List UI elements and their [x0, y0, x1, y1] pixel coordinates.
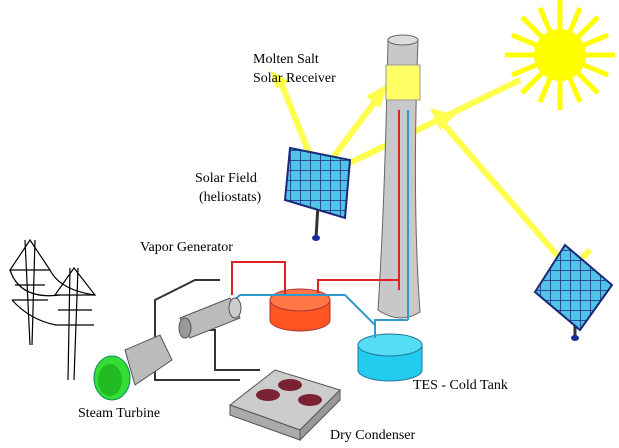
label: Molten Salt [253, 52, 319, 67]
heliostat [283, 146, 352, 241]
cold-tank [357, 333, 423, 382]
label: (heliostats) [199, 190, 262, 205]
sun [505, 0, 615, 110]
dry-condenser [228, 369, 341, 442]
power-pylons [8, 238, 97, 381]
heliostat [533, 243, 614, 341]
label: TES - Cold Tank [413, 378, 508, 393]
label: Dry Condenser [330, 428, 415, 443]
steam-turbine [93, 334, 173, 401]
tower [377, 34, 421, 320]
label: Solar Field [195, 171, 257, 186]
label: Vapor Generator [140, 240, 233, 255]
label: Steam Turbine [78, 406, 160, 421]
vapor-generator [178, 297, 242, 339]
label: Solar Receiver [253, 71, 336, 86]
